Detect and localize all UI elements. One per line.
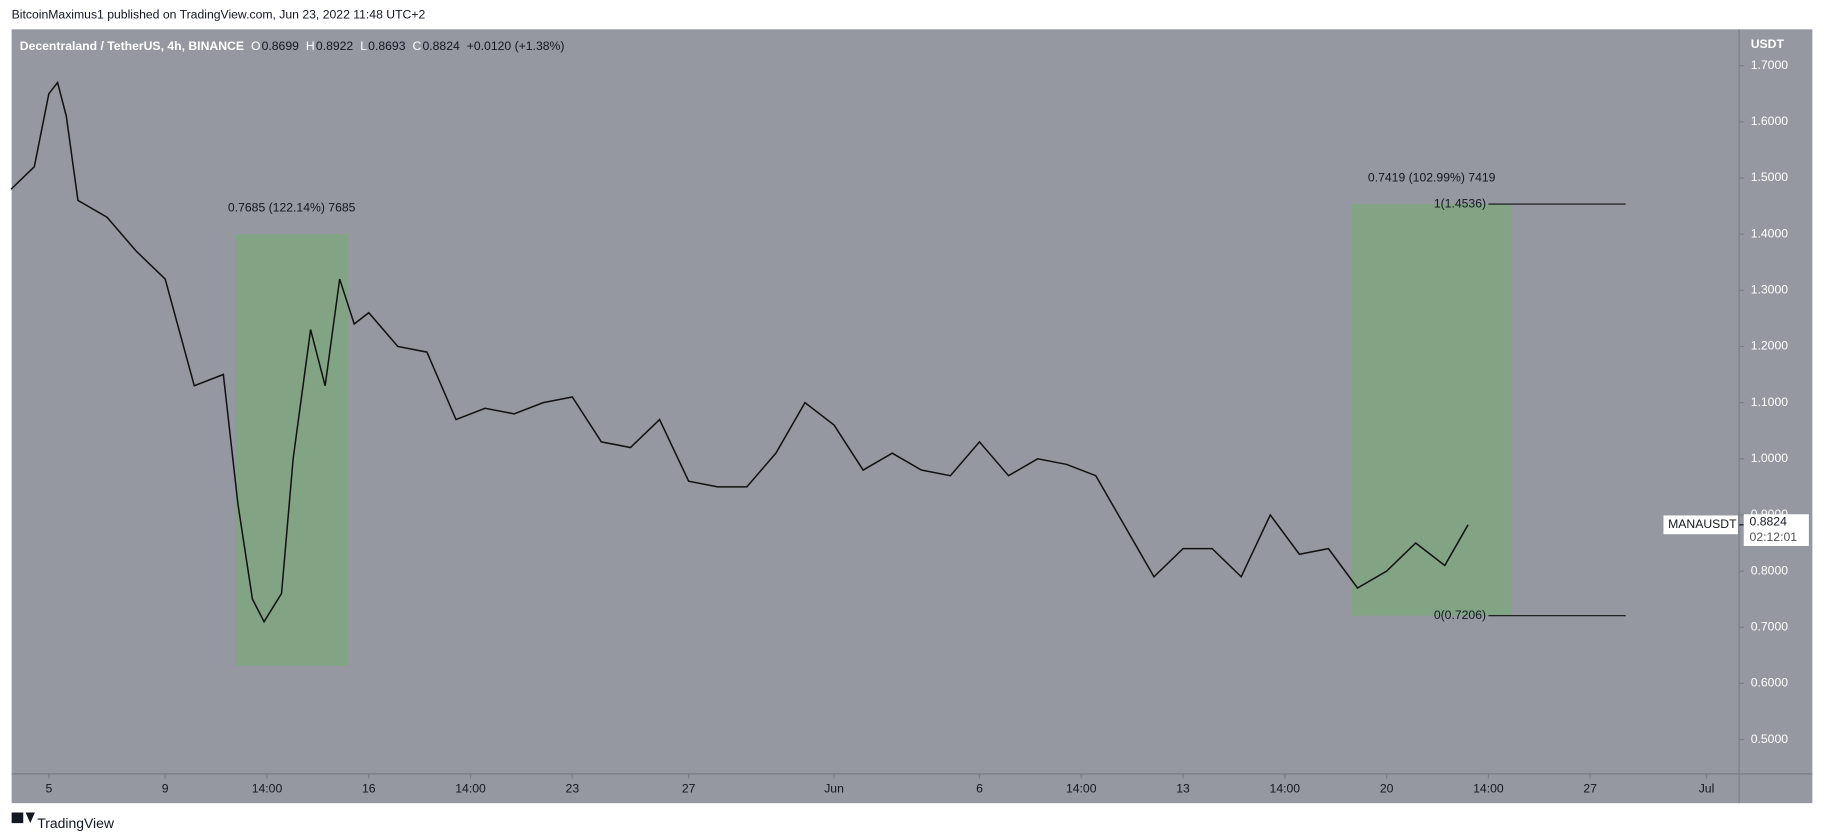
symbol-tag: MANAUSDT: [1668, 517, 1737, 531]
x-tick-label: Jul: [1699, 781, 1715, 795]
legend-low: 0.8693: [368, 39, 406, 53]
fib-label: 1(1.4536): [1434, 196, 1486, 210]
x-tick-label: 23: [566, 781, 580, 795]
price-tag-bg: [1743, 514, 1809, 546]
x-tick-label: 27: [682, 781, 696, 795]
y-tick-label: 0.7000: [1751, 619, 1789, 633]
y-tick-label: 1.6000: [1751, 114, 1789, 128]
y-tick-label: 1.4000: [1751, 226, 1789, 240]
x-tick-label: 6: [976, 781, 983, 795]
y-tick-label: 0.8000: [1751, 563, 1789, 577]
logo-icon: [11, 812, 35, 824]
price-tag: 0.8824: [1750, 515, 1788, 529]
price-line: [10, 80, 1469, 624]
legend: Decentraland / TetherUS, 4h, BINANCE O 0.8…: [20, 39, 565, 53]
x-tick-label: 20: [1380, 781, 1394, 795]
range-box: [234, 234, 349, 666]
legend-o-label: O: [251, 39, 260, 53]
x-tick-label: 14:00: [1066, 781, 1097, 795]
legend-l-label: L: [360, 39, 367, 53]
x-tick-label: 27: [1583, 781, 1597, 795]
x-tick-label: 9: [162, 781, 169, 795]
fib-label: 0(0.7206): [1434, 608, 1486, 622]
y-axis-label: USDT: [1751, 37, 1785, 51]
x-tick-label: 14:00: [1473, 781, 1504, 795]
range-box: [1351, 204, 1512, 616]
countdown: 02:12:01: [1750, 530, 1798, 544]
legend-high: 0.8922: [316, 39, 354, 53]
x-tick-label: Jun: [824, 781, 844, 795]
y-tick-label: 1.3000: [1751, 283, 1789, 297]
x-tick-label: 14:00: [252, 781, 283, 795]
legend-symbol: Decentraland / TetherUS, 4h, BINANCE: [20, 39, 244, 53]
legend-change: +0.0120 (+1.38%): [467, 39, 565, 53]
legend-open: 0.8699: [262, 39, 300, 53]
range-label: 0.7419 (102.99%) 7419: [1368, 170, 1496, 184]
x-tick-label: 14:00: [1270, 781, 1301, 795]
y-tick-label: 0.6000: [1751, 676, 1789, 690]
y-tick-label: 1.0000: [1751, 451, 1789, 465]
legend-close: 0.8824: [422, 39, 460, 53]
x-tick-label: 5: [45, 781, 52, 795]
y-tick-label: 1.2000: [1751, 339, 1789, 353]
x-tick-label: 16: [362, 781, 376, 795]
footer: TradingView: [37, 815, 115, 831]
legend-h-label: H: [306, 39, 315, 53]
y-tick-label: 0.5000: [1751, 732, 1789, 746]
y-tick-label: 1.5000: [1751, 170, 1789, 184]
symbol-tag-bg: [1663, 515, 1738, 535]
y-tick-label: 1.7000: [1751, 58, 1789, 72]
byline: BitcoinMaximus1 published on TradingView…: [12, 7, 426, 21]
x-tick-label: 13: [1176, 781, 1190, 795]
x-tick-label: 14:00: [455, 781, 486, 795]
legend-c-label: C: [412, 39, 421, 53]
range-label: 0.7685 (122.14%) 7685: [228, 201, 356, 215]
y-tick-label: 1.1000: [1751, 395, 1789, 409]
